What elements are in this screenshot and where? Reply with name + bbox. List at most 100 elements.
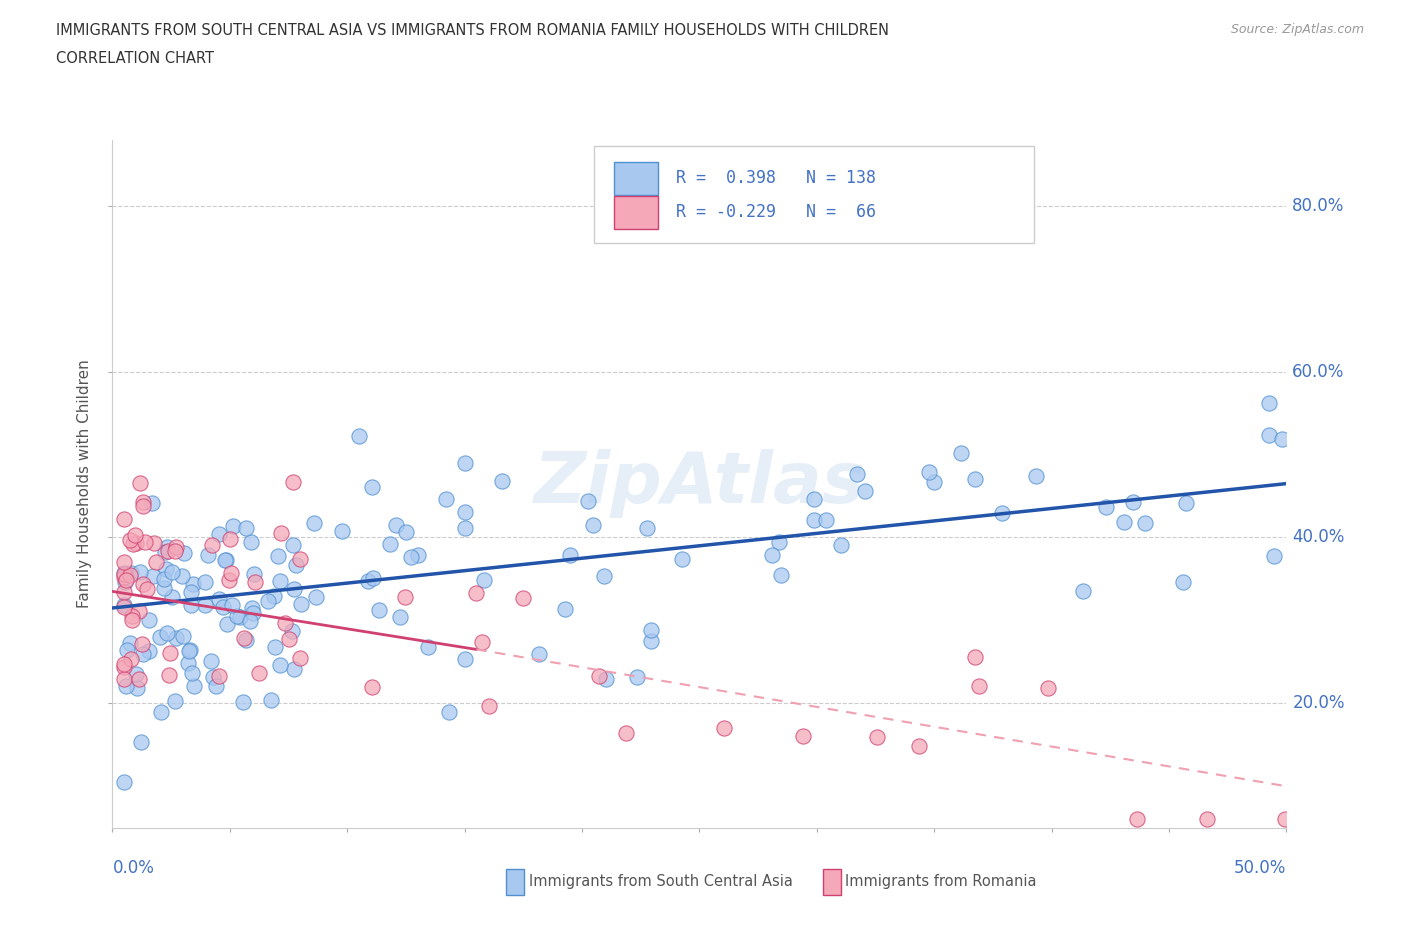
Point <box>115 678 138 693</box>
Point <box>208 526 231 541</box>
Point <box>614 726 637 741</box>
Point <box>232 631 254 645</box>
Point <box>141 496 163 511</box>
Point <box>170 569 193 584</box>
Point <box>347 429 370 444</box>
Point <box>239 614 262 629</box>
Text: 20.0%: 20.0% <box>1292 695 1346 712</box>
Point <box>128 671 150 686</box>
Point <box>157 544 180 559</box>
Point <box>588 669 610 684</box>
Point <box>155 544 177 559</box>
Point <box>138 644 160 658</box>
Point <box>122 537 145 551</box>
Point <box>969 678 991 693</box>
Point <box>218 572 240 587</box>
Point <box>963 472 986 486</box>
Point <box>406 548 429 563</box>
Point <box>177 644 200 658</box>
Point <box>114 671 136 686</box>
Point <box>150 705 173 720</box>
Point <box>112 584 135 599</box>
Point <box>1195 812 1218 827</box>
Point <box>478 698 501 713</box>
Point <box>283 581 305 596</box>
Point <box>202 670 225 684</box>
Point <box>201 538 224 552</box>
Point <box>922 474 945 489</box>
Point <box>1258 395 1281 410</box>
Point <box>138 613 160 628</box>
Point <box>194 575 217 590</box>
Point <box>240 601 263 616</box>
Point <box>769 568 792 583</box>
Point <box>135 582 157 597</box>
Point <box>768 534 790 549</box>
Text: 60.0%: 60.0% <box>1292 363 1344 380</box>
Point <box>180 598 202 613</box>
Point <box>830 538 852 552</box>
Point <box>395 525 418 539</box>
Point <box>232 695 254 710</box>
Point <box>181 577 204 591</box>
Point <box>1263 549 1285 564</box>
Point <box>1133 515 1156 530</box>
Point <box>378 537 401 551</box>
Point <box>118 568 141 583</box>
Point <box>918 465 941 480</box>
Point <box>361 480 384 495</box>
Point <box>235 521 257 536</box>
Point <box>1175 496 1198 511</box>
Point <box>225 609 247 624</box>
Point <box>640 622 662 637</box>
Point <box>815 512 838 527</box>
Point <box>267 548 290 563</box>
Point <box>125 680 148 695</box>
Point <box>626 670 648 684</box>
Point <box>389 609 412 624</box>
Text: R =  0.398   N = 138: R = 0.398 N = 138 <box>676 169 876 187</box>
Text: 80.0%: 80.0% <box>1292 197 1344 215</box>
Point <box>132 577 155 591</box>
Point <box>280 624 302 639</box>
Point <box>330 523 353 538</box>
Point <box>222 519 245 534</box>
FancyBboxPatch shape <box>614 162 658 194</box>
Point <box>1171 575 1194 590</box>
Point <box>112 597 135 612</box>
Point <box>908 738 931 753</box>
Point <box>471 634 494 649</box>
Point <box>177 656 200 671</box>
Point <box>1274 812 1296 827</box>
Point <box>242 605 264 620</box>
Point <box>853 484 876 498</box>
Point <box>305 589 328 604</box>
Point <box>247 665 270 680</box>
Text: Immigrants from Romania: Immigrants from Romania <box>845 874 1036 889</box>
Point <box>112 775 135 790</box>
Y-axis label: Family Households with Children: Family Households with Children <box>77 359 93 608</box>
Point <box>152 572 174 587</box>
Point <box>115 572 138 587</box>
Point <box>129 734 152 749</box>
Point <box>131 636 153 651</box>
Point <box>257 593 280 608</box>
Point <box>121 609 143 624</box>
Point <box>245 574 267 589</box>
Point <box>235 632 257 647</box>
Point <box>124 527 146 542</box>
Point <box>963 650 986 665</box>
Point <box>453 520 475 535</box>
Point <box>165 543 187 558</box>
Point <box>218 531 240 546</box>
Point <box>128 604 150 618</box>
Point <box>160 565 183 580</box>
Point <box>845 467 868 482</box>
Point <box>1095 500 1118 515</box>
Point <box>283 661 305 676</box>
Point <box>114 575 136 590</box>
Point <box>866 730 889 745</box>
Point <box>260 693 283 708</box>
Point <box>453 505 475 520</box>
Point <box>1126 812 1149 827</box>
